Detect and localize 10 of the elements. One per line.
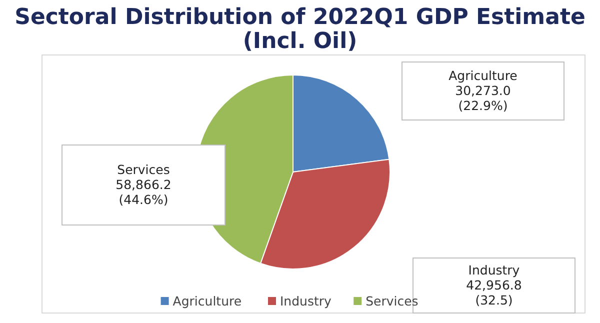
legend-label: Services [366,294,418,308]
slice-label: Services [117,162,170,177]
data-label: 58,866.2 (44.6%) [116,177,172,207]
legend-label: Agriculture [172,294,242,308]
chart-title: Sectoral Distribution of 2022Q1 GDP Estimate (Incl. Oil) [14,5,586,54]
legend-label: Industry [280,294,332,308]
slice-label: Agriculture [448,68,518,83]
data-label: 42,956.8 (32.5) [466,278,522,308]
category-label: Industry [468,262,520,278]
data-label: 30,273.0 (22.9%) [455,83,511,113]
